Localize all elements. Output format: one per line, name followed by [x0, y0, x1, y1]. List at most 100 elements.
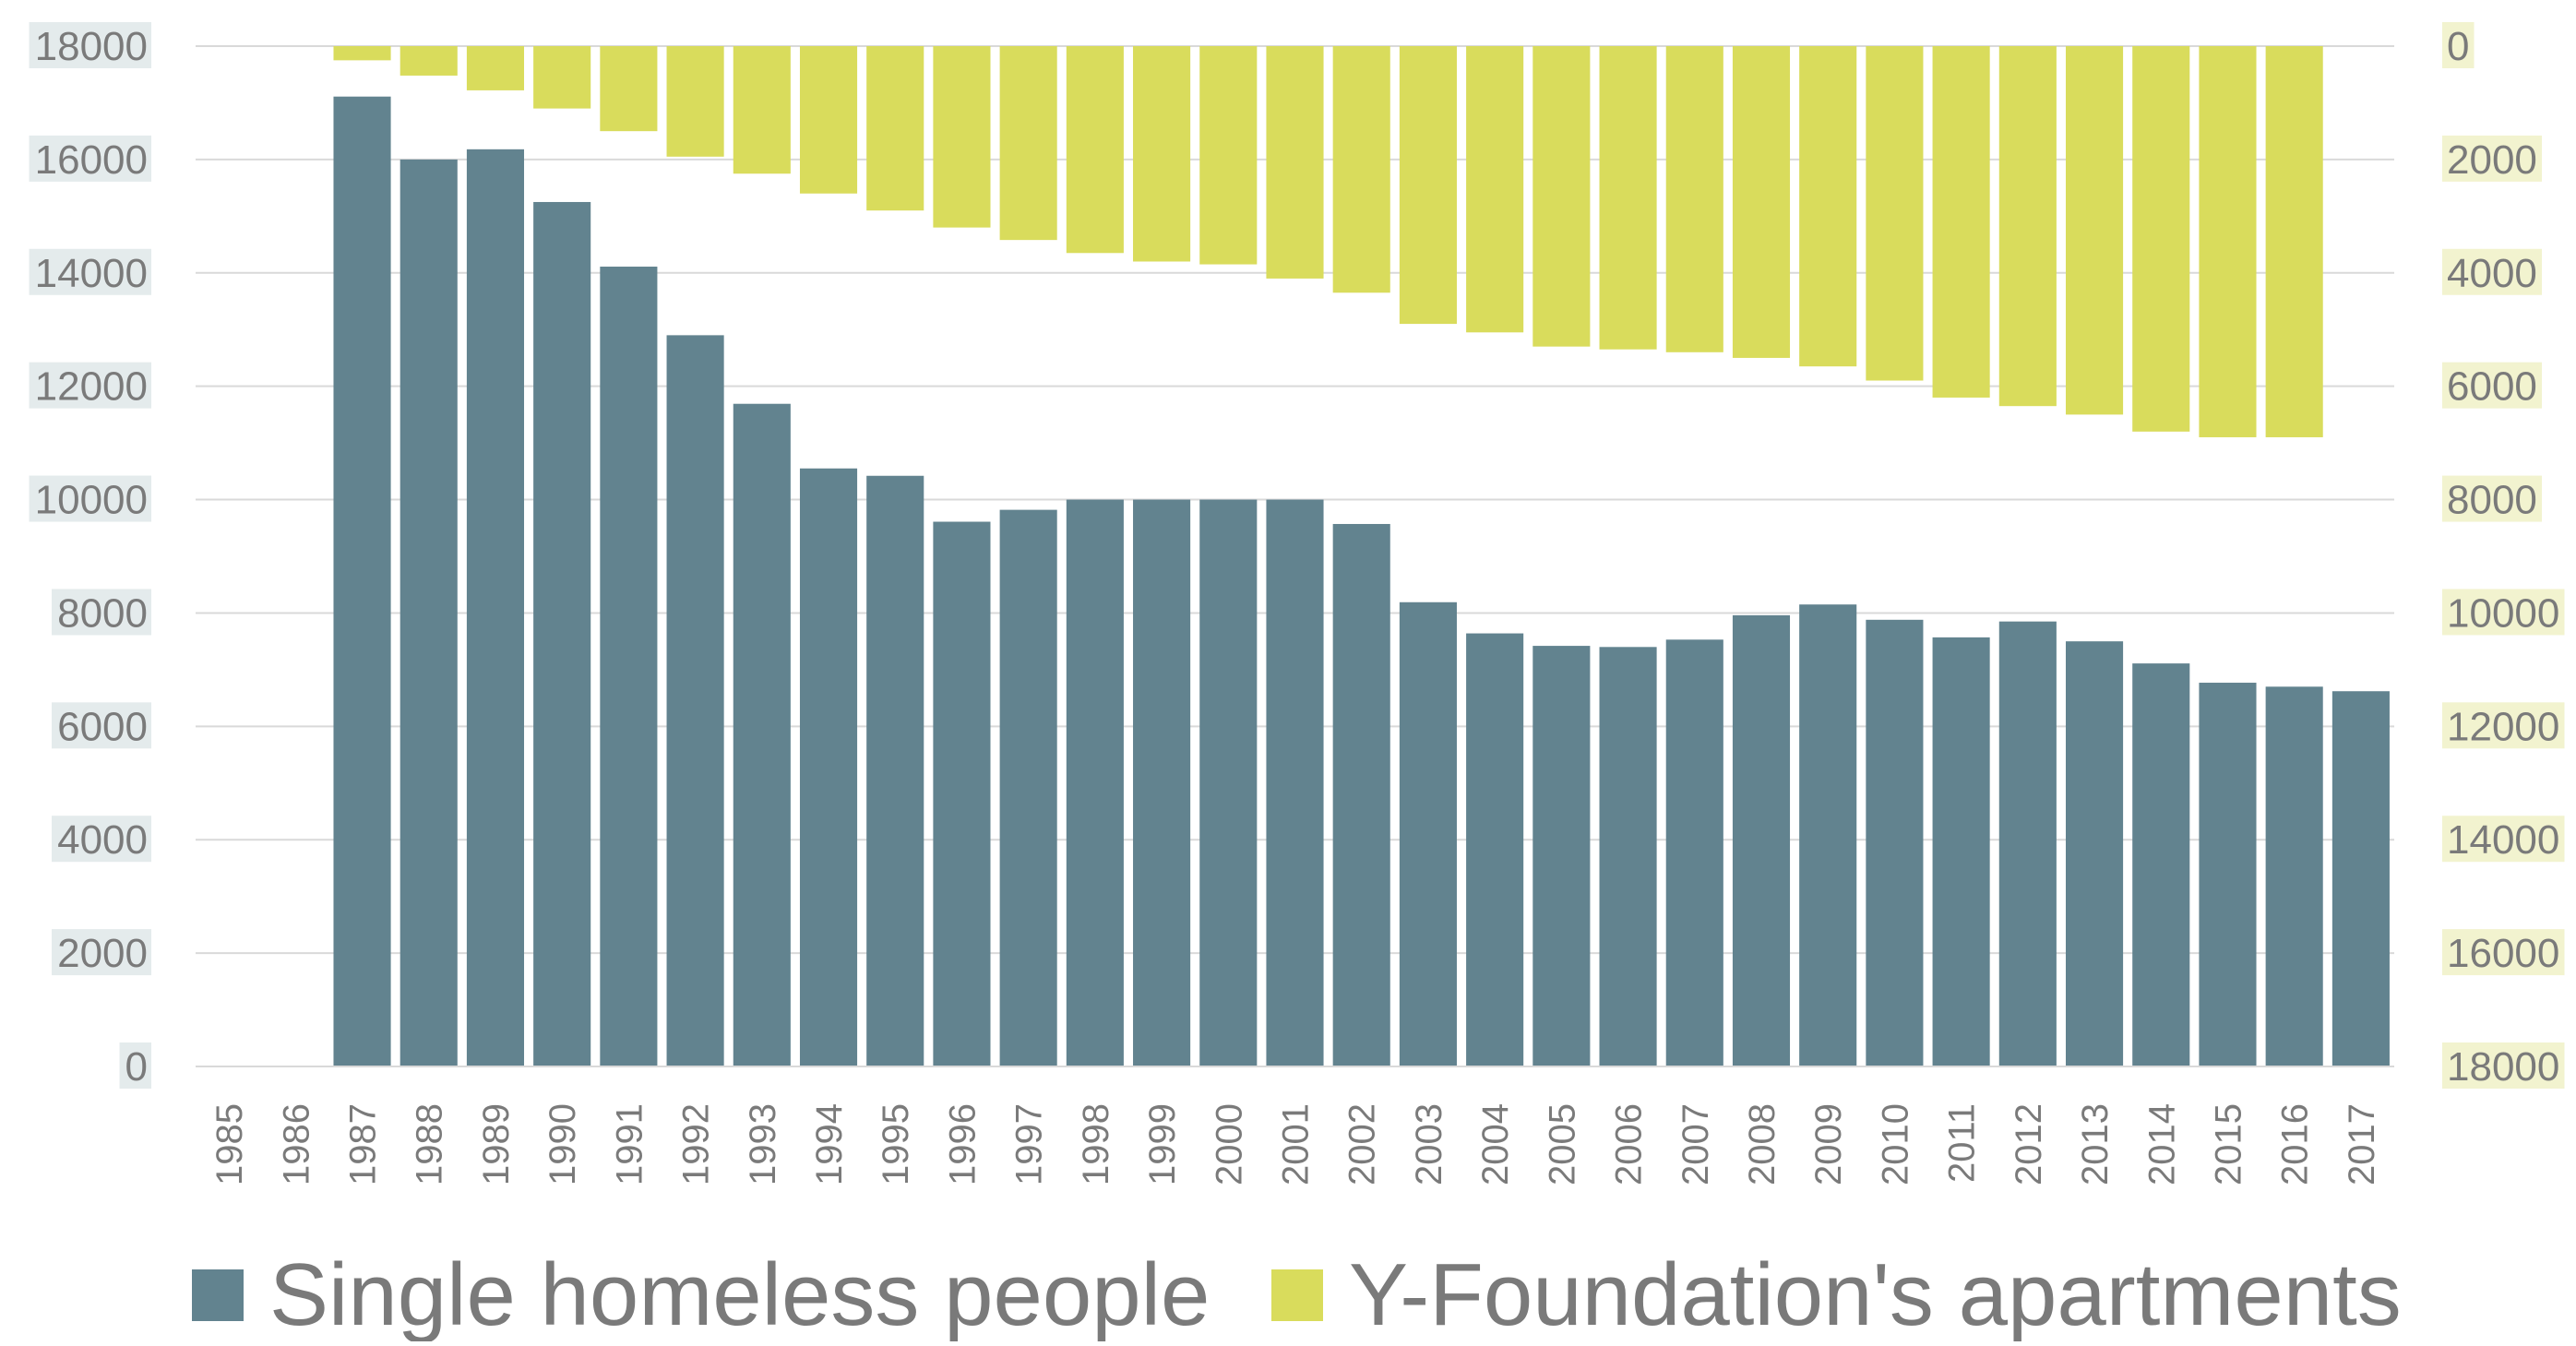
right-tick-bg	[2442, 1042, 2565, 1089]
x-tick-label: 2005	[1542, 1103, 1582, 1185]
series-y-foundation-apartments	[333, 46, 2323, 437]
x-tick-label: 2008	[1742, 1103, 1783, 1185]
right-axis: 0 2000 4000 6000 8000 10000 12000 14000 16000 180…	[2442, 22, 2565, 1090]
left-tick-label: 6000	[57, 704, 148, 749]
bar-y-foundation-1997	[999, 46, 1057, 241]
bar-single-homeless-2017	[2332, 691, 2390, 1066]
left-tick-bg	[29, 22, 151, 68]
bar-single-homeless-1995	[866, 475, 924, 1066]
left-tick-label: 2000	[57, 931, 148, 976]
bar-single-homeless-1992	[666, 335, 724, 1066]
bar-y-foundation-2007	[1665, 46, 1723, 352]
bar-single-homeless-1989	[466, 149, 525, 1067]
bar-y-foundation-1990	[533, 46, 591, 109]
right-tick-bg	[2442, 816, 2565, 863]
left-tick-bg	[52, 816, 151, 863]
bar-y-foundation-2016	[2265, 46, 2323, 437]
left-tick-label: 12000	[35, 364, 148, 410]
left-tick-bg	[29, 362, 151, 409]
left-tick-bg	[119, 1042, 151, 1089]
right-tick-bg	[2442, 135, 2542, 182]
bar-single-homeless-1998	[1066, 499, 1124, 1066]
bar-y-foundation-2002	[1332, 46, 1390, 293]
right-tick-label: 12000	[2447, 704, 2559, 749]
left-axis: 0 2000 4000 6000 8000 10000 12000 14000 16000 180…	[29, 22, 151, 1090]
bar-single-homeless-2010	[1866, 619, 1924, 1066]
bar-single-homeless-2008	[1732, 614, 1791, 1066]
bar-y-foundation-2011	[1932, 46, 1990, 398]
bar-y-foundation-1988	[400, 46, 458, 76]
x-tick-label: 1989	[476, 1103, 517, 1185]
x-tick-label: 1997	[1009, 1103, 1050, 1185]
bar-y-foundation-1999	[1133, 46, 1191, 262]
bar-y-foundation-2008	[1732, 46, 1791, 358]
legend-label-single-homeless: Single homeless people	[269, 1245, 1210, 1341]
bar-single-homeless-1997	[999, 509, 1057, 1066]
x-axis: 1985 1986 1987 1988 1989 1990 1991 1992 1993 1994…	[196, 1066, 2394, 1185]
x-tick-label: 2016	[2275, 1103, 2316, 1185]
bar-single-homeless-1993	[733, 403, 791, 1066]
legend: Single homeless people Y-Foundation's ap…	[192, 1245, 2402, 1344]
left-tick-label: 4000	[57, 817, 148, 863]
left-tick-bg	[29, 135, 151, 182]
left-tick-label: 18000	[35, 24, 148, 69]
bar-y-foundation-2012	[1998, 46, 2057, 407]
x-tick-label: 1995	[876, 1103, 916, 1185]
bar-y-foundation-2000	[1199, 46, 1258, 265]
x-tick-label: 1986	[276, 1103, 316, 1185]
left-tick-bg	[52, 589, 151, 636]
bar-single-homeless-1994	[799, 468, 858, 1066]
x-tick-label: 2015	[2208, 1103, 2248, 1185]
series-single-homeless-people	[333, 96, 2390, 1067]
bar-y-foundation-1996	[933, 46, 991, 228]
right-tick-bg	[2442, 475, 2542, 522]
left-tick-bg	[52, 929, 151, 976]
x-tick-label: 2001	[1276, 1103, 1317, 1185]
bar-y-foundation-2015	[2199, 46, 2257, 437]
left-tick-label: 10000	[35, 478, 148, 523]
bar-y-foundation-1993	[733, 46, 791, 174]
bar-single-homeless-2006	[1599, 647, 1657, 1066]
x-tick-label: 1994	[809, 1103, 850, 1185]
bar-y-foundation-2005	[1532, 46, 1591, 347]
bar-single-homeless-2013	[2065, 641, 2124, 1066]
bar-single-homeless-2015	[2199, 683, 2257, 1066]
x-tick-label: 1988	[410, 1103, 450, 1185]
bar-single-homeless-1988	[400, 159, 458, 1066]
bar-y-foundation-2004	[1466, 46, 1524, 333]
bar-y-foundation-2014	[2132, 46, 2190, 432]
bar-y-foundation-1998	[1066, 46, 1124, 254]
right-tick-bg	[2442, 248, 2542, 295]
x-tick-label: 2004	[1475, 1103, 1516, 1185]
right-tick-label: 0	[2447, 24, 2469, 69]
x-tick-label: 2014	[2141, 1103, 2182, 1185]
x-tick-label: 2011	[1942, 1103, 1983, 1183]
x-tick-label: 1999	[1142, 1103, 1183, 1185]
bar-y-foundation-2009	[1799, 46, 1857, 367]
bar-y-foundation-2006	[1599, 46, 1657, 350]
legend-swatch-single-homeless	[192, 1269, 244, 1321]
left-tick-bg	[52, 702, 151, 749]
bar-y-foundation-2010	[1866, 46, 1924, 381]
left-tick-label: 8000	[57, 590, 148, 636]
right-tick-label: 4000	[2447, 251, 2537, 296]
x-tick-label: 1993	[743, 1103, 783, 1185]
right-tick-label: 18000	[2447, 1044, 2559, 1090]
x-tick-label: 1987	[343, 1103, 384, 1185]
bar-y-foundation-1992	[666, 46, 724, 157]
x-tick-label: 1990	[543, 1103, 583, 1185]
right-tick-label: 2000	[2447, 137, 2537, 183]
right-tick-bg	[2442, 589, 2565, 636]
bar-y-foundation-1991	[600, 46, 658, 132]
bar-single-homeless-1991	[600, 267, 658, 1066]
x-tick-label: 1992	[676, 1103, 717, 1185]
left-tick-label: 16000	[35, 137, 148, 183]
bar-single-homeless-1990	[533, 201, 591, 1066]
x-tick-label: 2013	[2075, 1103, 2116, 1185]
right-tick-bg	[2442, 702, 2565, 749]
legend-swatch-y-foundation	[1271, 1269, 1323, 1321]
bar-y-foundation-2003	[1399, 46, 1457, 325]
left-tick-bg	[29, 475, 151, 522]
